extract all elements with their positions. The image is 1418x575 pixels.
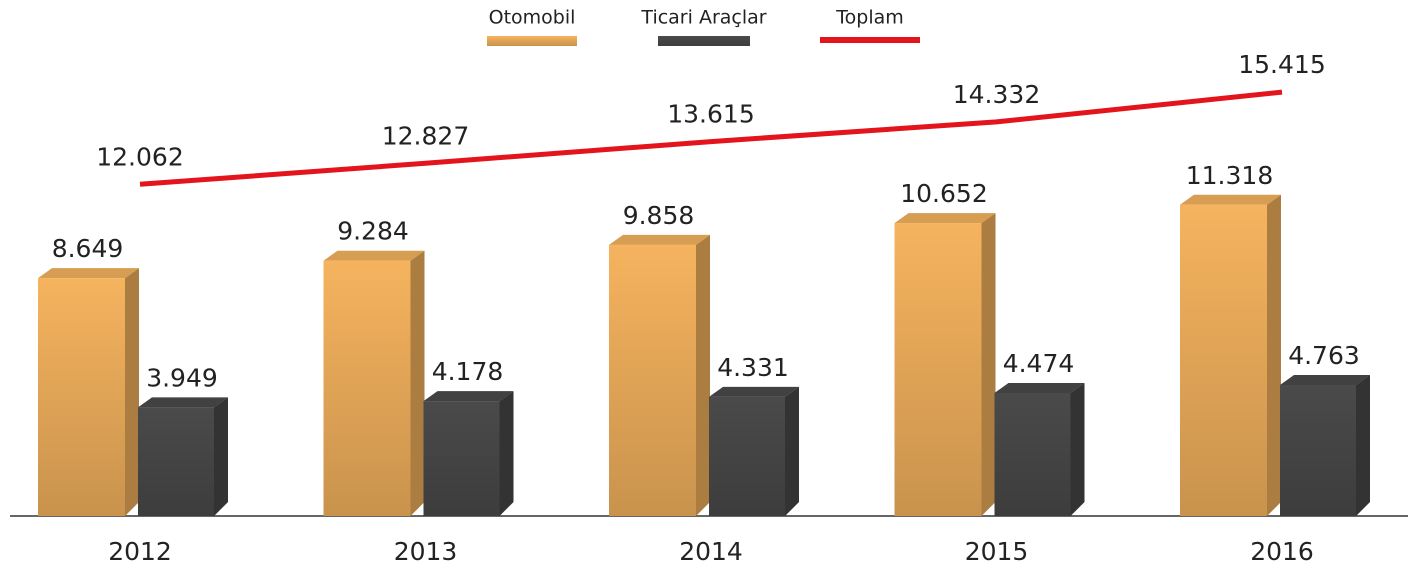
legend-label: Toplam (835, 7, 904, 29)
bar-top (994, 382, 1085, 393)
value-label: 9.284 (337, 217, 409, 246)
value-label: 4.763 (1288, 341, 1360, 370)
line (139, 89, 1283, 187)
bar-shade (709, 396, 785, 516)
bar-side (214, 397, 228, 516)
bar-shade (609, 244, 696, 516)
bar-top-shade (423, 391, 514, 402)
bar-top (894, 213, 996, 224)
bar-side (125, 268, 139, 516)
bar-shade (994, 392, 1071, 516)
bar-top (423, 391, 514, 402)
x-tick-label: 2015 (965, 537, 1029, 566)
bar-shade (1180, 204, 1267, 516)
bar-side-shade (1267, 194, 1281, 516)
bar-top-shade (1280, 375, 1370, 386)
legend-label: Otomobil (489, 7, 576, 29)
bar-top (138, 397, 228, 408)
bar-top-shade (994, 382, 1085, 393)
value-label: 4.474 (1003, 349, 1075, 378)
x-tick-label: 2013 (394, 537, 458, 566)
bar-top-shade (38, 268, 139, 279)
bar-top-shade (1180, 194, 1281, 205)
bar-top-shade (323, 250, 425, 261)
bar-top (323, 250, 425, 261)
value-label: 13.615 (667, 100, 754, 129)
value-label: 11.318 (1186, 161, 1273, 190)
legend-label: Ticari Araçlar (640, 7, 766, 29)
bar-side (981, 213, 996, 516)
bar-side (410, 250, 425, 516)
bar-top-shade (709, 386, 799, 397)
value-label: 4.331 (717, 353, 789, 382)
value-label: 4.178 (432, 357, 504, 386)
bar-side-shade (410, 250, 425, 516)
bar-side-shade (1070, 382, 1085, 516)
bar-top (1280, 375, 1370, 386)
bar-side-shade (499, 391, 514, 516)
bar-shade (138, 407, 214, 516)
legend-swatch-shade (487, 36, 577, 46)
bar-top (38, 268, 139, 279)
bar-shade (1280, 385, 1356, 516)
value-label: 10.652 (900, 179, 987, 208)
bar-side (1070, 382, 1085, 516)
bar-side (696, 234, 710, 516)
value-label: 14.332 (953, 80, 1040, 109)
value-label: 12.062 (96, 142, 183, 171)
bar-top-shade (894, 213, 996, 224)
bar-shade (323, 260, 411, 516)
bar-side-shade (696, 234, 710, 516)
bar-side (1267, 194, 1281, 516)
value-label: 12.827 (382, 121, 469, 150)
bar-shade (894, 223, 982, 516)
x-tick-label: 2012 (108, 537, 172, 566)
value-label: 3.949 (146, 363, 218, 392)
bar-side (499, 391, 514, 516)
value-label: 8.649 (52, 234, 124, 263)
bar-side-shade (785, 386, 799, 516)
legend-swatch (820, 37, 920, 43)
bar-top-shade (609, 234, 710, 245)
bar-side-shade (214, 397, 228, 516)
bar-side-shade (981, 213, 996, 516)
bar-side (785, 386, 799, 516)
bar-top (709, 386, 799, 397)
x-tick-label: 2014 (679, 537, 743, 566)
bar-side-shade (125, 268, 139, 516)
bar-shade (38, 278, 125, 516)
bar-side (1356, 375, 1370, 516)
value-label: 9.858 (623, 201, 695, 230)
bar-top-shade (138, 397, 228, 408)
value-label: 15.415 (1238, 50, 1325, 79)
bar-top (1180, 194, 1281, 205)
bar-top (609, 234, 710, 245)
bar-side-shade (1356, 375, 1370, 516)
x-tick-label: 2016 (1250, 537, 1314, 566)
bar-shade (423, 401, 500, 516)
legend-swatch-shade (658, 36, 750, 46)
